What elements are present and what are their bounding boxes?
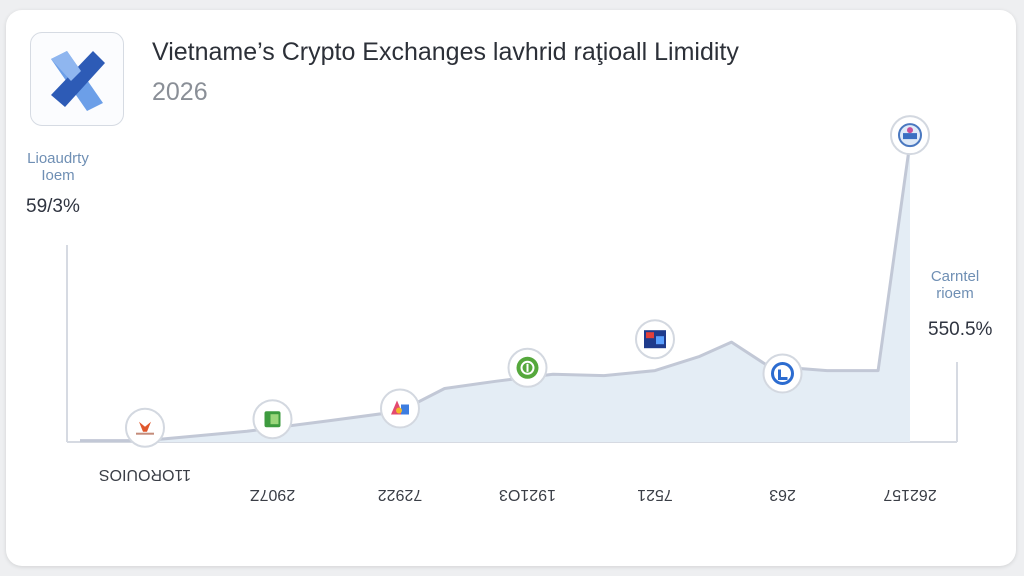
chart-card: Vietname’s Crypto Exchanges lavhrid raţi… [6, 10, 1016, 566]
chart-title: Vietname’s Crypto Exchanges lavhrid raţi… [152, 38, 739, 66]
x-tick-label: 11OROUIOS [99, 466, 191, 483]
colorful-shapes-icon [380, 388, 420, 429]
blue-circle-icon [762, 353, 803, 394]
x-tick-layer: 11OROUIOS 2907Z 72922 1921O3 7521 263 262157 [99, 466, 937, 503]
area-fill [80, 142, 910, 443]
area-layer [79, 142, 912, 443]
x-tick-label: 263 [769, 486, 796, 503]
right-axis-label: Carntel rioem [930, 268, 980, 302]
right-axis-value: 550.5% [928, 319, 993, 340]
exchange-badge-icon [125, 407, 165, 448]
blue-emblem-icon [890, 115, 930, 156]
x-tick-label: 72922 [378, 486, 423, 503]
left-axis-value: 59/3% [26, 196, 80, 217]
green-circle-icon [507, 347, 548, 388]
x-tick-label: 2907Z [250, 486, 296, 503]
x-logo-icon [30, 32, 124, 126]
marker-layer [125, 115, 930, 448]
x-tick-label: 262157 [883, 486, 936, 503]
green-cube-icon [252, 399, 293, 440]
x-tick-label: 1921O3 [499, 486, 556, 503]
left-axis-label: Lioaudrty Ioem [27, 150, 89, 184]
red-blue-screen-icon [635, 319, 675, 360]
x-tick-label: 7521 [637, 486, 673, 503]
chart-subtitle: 2026 [152, 78, 208, 106]
